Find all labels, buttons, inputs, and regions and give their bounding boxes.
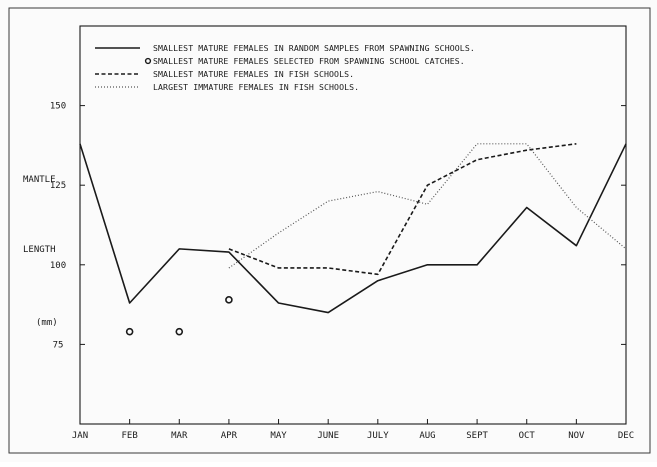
outer-border <box>8 7 651 454</box>
y-axis-ticks: 75 100 125 150 <box>50 102 626 350</box>
x-tick-label-apr: APR <box>221 431 238 441</box>
legend-label-fish-schools-mature: SMALLEST MATURE FEMALES IN FISH SCHOOLS. <box>153 69 354 79</box>
x-axis-ticks: JAN FEB MAR APR MAY JUNE JULY AUG SEPT OCT NOV DEC <box>72 419 634 441</box>
x-tick-label-may: MAY <box>270 431 287 441</box>
x-tick-label-oct: OCT <box>519 431 536 441</box>
x-tick-label-mar: MAR <box>171 431 188 441</box>
y-axis-title-mantle: MANTLE <box>23 175 56 185</box>
x-tick-label-sept: SEPT <box>466 431 488 441</box>
y-tick-label-100: 100 <box>50 261 66 271</box>
plot-frame <box>79 25 627 425</box>
x-tick-label-nov: NOV <box>568 431 585 441</box>
x-tick-label-feb: FEB <box>122 431 138 441</box>
x-tick-label-june: JUNE <box>317 431 339 441</box>
legend-label-fish-schools-immature: LARGEST IMMATURE FEMALES IN FISH SCHOOLS… <box>153 82 359 92</box>
series-line-random-samples <box>79 143 627 314</box>
x-tick-label-jan: JAN <box>72 431 88 441</box>
x-tick-label-aug: AUG <box>419 431 435 441</box>
y-tick-label-125: 125 <box>50 181 66 191</box>
x-tick-label-july: JULY <box>367 431 389 441</box>
y-axis-title-units: (mm) <box>36 318 58 328</box>
x-tick-label-dec: DEC <box>618 431 634 441</box>
point-selected-catches-feb <box>125 327 134 336</box>
series-line-fish-schools-immature <box>228 143 627 269</box>
legend-label-random-samples: SMALLEST MATURE FEMALES IN RANDOM SAMPLE… <box>153 43 475 53</box>
series-layer <box>79 143 627 336</box>
y-tick-label-150: 150 <box>50 102 66 112</box>
series-line-fish-schools-mature <box>228 143 577 276</box>
legend-marker-selected-catches <box>144 57 152 65</box>
point-selected-catches-mar <box>175 327 184 336</box>
legend: SMALLEST MATURE FEMALES IN RANDOM SAMPLE… <box>95 43 475 92</box>
legend-label-selected-catches: SMALLEST MATURE FEMALES SELECTED FROM SP… <box>153 56 465 66</box>
point-selected-catches-apr <box>225 296 233 304</box>
y-axis-title-length: LENGTH <box>23 245 56 255</box>
y-tick-label-75: 75 <box>53 340 64 350</box>
